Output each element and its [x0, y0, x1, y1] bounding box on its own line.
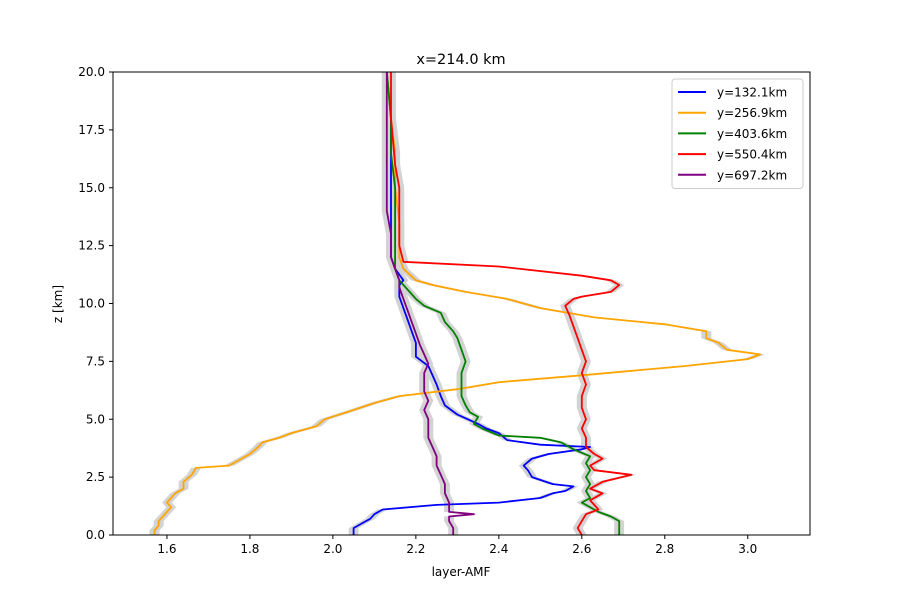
y-tick-label: 2.5 — [86, 470, 105, 484]
x-axis-ticks: 1.6 1.8 2.0 2.2 2.4 2.6 2.8 3.0 — [157, 535, 757, 556]
y-tick-label: 15.0 — [78, 181, 105, 195]
y-tick-label: 0.0 — [86, 528, 105, 542]
x-tick-label: 2.6 — [572, 542, 591, 556]
y-axis-ticks: 0.0 2.5 5.0 7.5 10.0 12.5 15.0 17.5 20.0 — [78, 65, 113, 542]
series-line-5 — [385, 72, 475, 535]
legend-label: y=697.2km — [717, 168, 787, 182]
series-line-4 — [390, 72, 633, 536]
y-tick-label: 17.5 — [78, 123, 105, 137]
legend-label: y=256.9km — [717, 106, 787, 120]
y-tick-label: 7.5 — [86, 354, 105, 368]
x-axis-label: layer-AMF — [432, 565, 491, 579]
series-line-1 — [352, 71, 591, 535]
series-lines — [153, 71, 762, 536]
x-tick-label: 1.6 — [157, 542, 176, 556]
x-tick-label: 2.4 — [489, 542, 508, 556]
x-tick-label: 2.8 — [655, 542, 674, 556]
chart-title: x=214.0 km — [416, 52, 505, 68]
x-tick-label: 2.0 — [323, 542, 342, 556]
legend-box — [671, 78, 804, 189]
legend-label: y=132.1km — [717, 86, 787, 100]
x-tick-label: 2.2 — [406, 542, 425, 556]
y-tick-label: 20.0 — [78, 65, 105, 79]
y-tick-label: 10.0 — [78, 297, 105, 311]
y-tick-label: 5.0 — [86, 412, 105, 426]
y-tick-label: 12.5 — [78, 239, 105, 253]
series-line-2 — [153, 71, 762, 535]
legend-label: y=403.6km — [717, 127, 787, 141]
x-tick-label: 3.0 — [738, 542, 757, 556]
y-axis-label: z [km] — [51, 285, 65, 323]
legend: y=132.1km y=256.9km y=403.6km y=550.4km y=69… — [671, 78, 804, 189]
x-tick-label: 1.8 — [240, 542, 259, 556]
legend-label: y=550.4km — [717, 148, 787, 162]
